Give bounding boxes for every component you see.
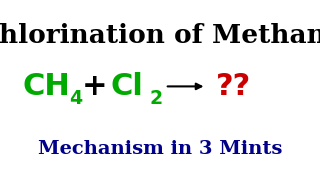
Text: Mechanism in 3 Mints: Mechanism in 3 Mints [38, 140, 282, 158]
Text: 2: 2 [150, 89, 163, 109]
Text: 4: 4 [69, 89, 82, 109]
Text: Cl: Cl [110, 72, 143, 101]
Text: +: + [82, 72, 107, 101]
Text: Chlorination of Methane: Chlorination of Methane [0, 23, 320, 48]
Text: CH: CH [22, 72, 70, 101]
Text: ??: ?? [216, 72, 251, 101]
